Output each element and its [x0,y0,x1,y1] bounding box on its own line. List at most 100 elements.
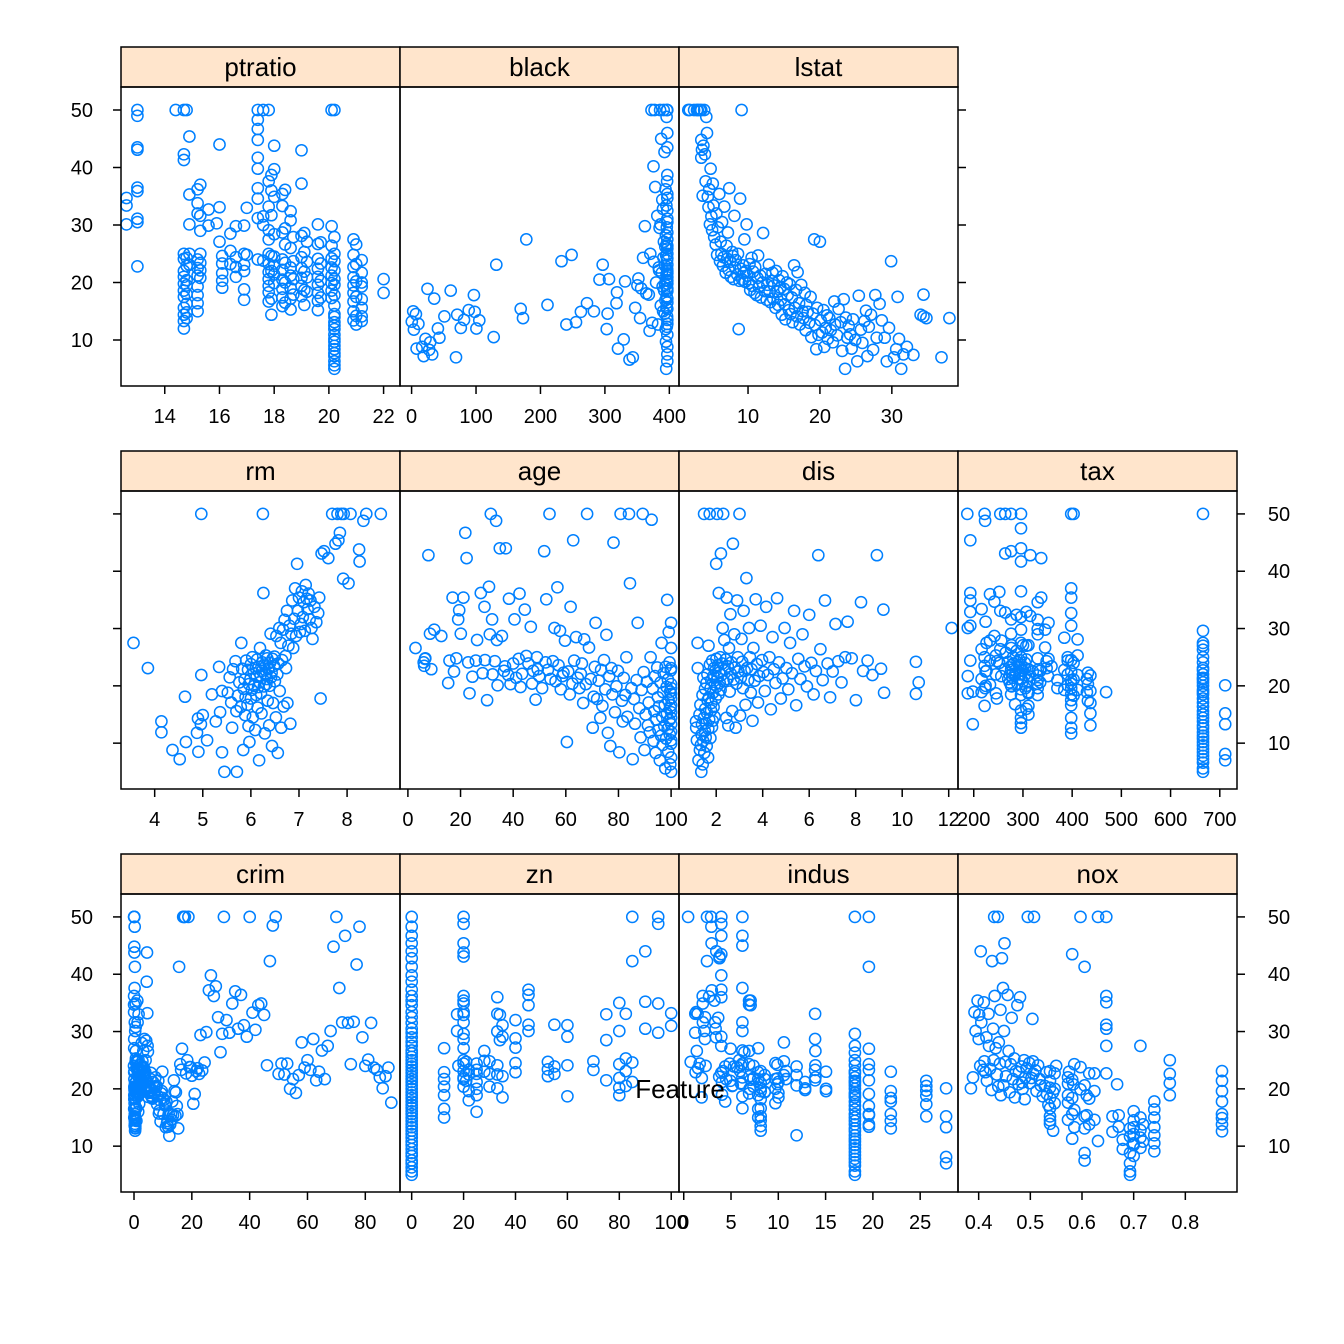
data-point [758,684,772,698]
data-point [229,270,243,284]
data-point [321,551,335,565]
data-point [497,664,511,678]
y-tick-label-right: 40 [1268,964,1290,986]
data-point [516,311,530,325]
data-point [493,541,507,555]
data-point [532,669,546,683]
data-point [266,919,280,932]
data-point [183,188,196,201]
data-point [1064,721,1078,735]
data-point [446,591,459,604]
data-point [619,1007,633,1021]
y-tick-label-right: 20 [1268,676,1290,698]
data-point [642,288,656,301]
data-point [467,288,481,302]
data-point [575,657,589,670]
data-point [919,1110,933,1123]
data-point [325,239,338,253]
data-point [502,592,516,606]
data-point [405,929,419,943]
data-point [988,989,1002,1003]
data-point [405,1085,419,1099]
data-point [726,1079,740,1092]
strip-label-crim: crim [236,859,285,889]
data-point [663,758,677,771]
data-point [731,247,745,261]
data-point [826,335,840,349]
data-point [744,998,757,1012]
data-point [405,951,419,965]
data-point [1067,1120,1081,1134]
data-point [848,1138,862,1152]
data-point [986,1022,1000,1036]
data-point [311,237,325,251]
data-point [1074,1060,1087,1074]
x-tick-label-crim: 60 [296,1212,318,1234]
data-point [342,576,355,590]
data-point [128,1024,142,1038]
data-point [131,215,144,229]
data-point [457,946,470,959]
data-point [485,613,499,626]
data-point [493,1033,507,1047]
data-point [781,682,795,696]
data-point [328,264,341,277]
data-point [807,233,821,246]
data-point [194,507,208,521]
data-point [884,1084,898,1098]
x-tick-label-rm: 7 [293,809,304,831]
data-point [1215,1111,1229,1125]
data-point [996,981,1010,995]
data-point [605,661,618,675]
data-point [1020,605,1033,619]
data-point [693,1057,707,1070]
data-point [251,253,265,266]
data-point [660,141,674,154]
panel-indus: indus 0 5 10 15 20 25 [678,853,959,1234]
data-point [845,651,859,665]
data-point [478,653,492,667]
data-point [983,587,997,601]
data-point [664,765,678,779]
data-point [664,698,678,712]
data-point [842,319,856,332]
points-age [409,507,678,779]
data-point [177,314,191,328]
data-point [696,997,710,1010]
points-crim [127,910,398,1143]
data-point [809,1071,822,1084]
data-point [770,591,784,605]
data-point [848,1165,862,1178]
data-point [943,311,956,325]
data-point [409,641,422,655]
data-point [714,547,728,560]
data-point [522,998,535,1012]
data-point [314,257,328,270]
data-point [758,284,771,298]
data-point [267,227,281,241]
data-point [662,625,676,639]
data-point [742,1044,756,1058]
data-point [809,1058,822,1072]
data-point [543,507,556,521]
data-point [508,613,521,626]
data-point [444,284,458,297]
data-point [919,1074,933,1088]
data-point [862,1042,876,1056]
data-point [975,602,988,616]
data-point [787,604,801,618]
data-point [919,1097,933,1111]
data-point [405,1127,419,1141]
data-point [1215,1118,1229,1131]
data-point [1134,1141,1147,1155]
data-point [982,1007,995,1021]
data-point [262,295,276,308]
data-point [457,1032,470,1046]
data-point [694,765,708,779]
data-point [635,683,648,697]
data-point [291,604,305,618]
data-point [237,293,251,307]
data-point [734,1058,748,1072]
data-point [229,260,243,274]
data-point [509,1065,522,1079]
